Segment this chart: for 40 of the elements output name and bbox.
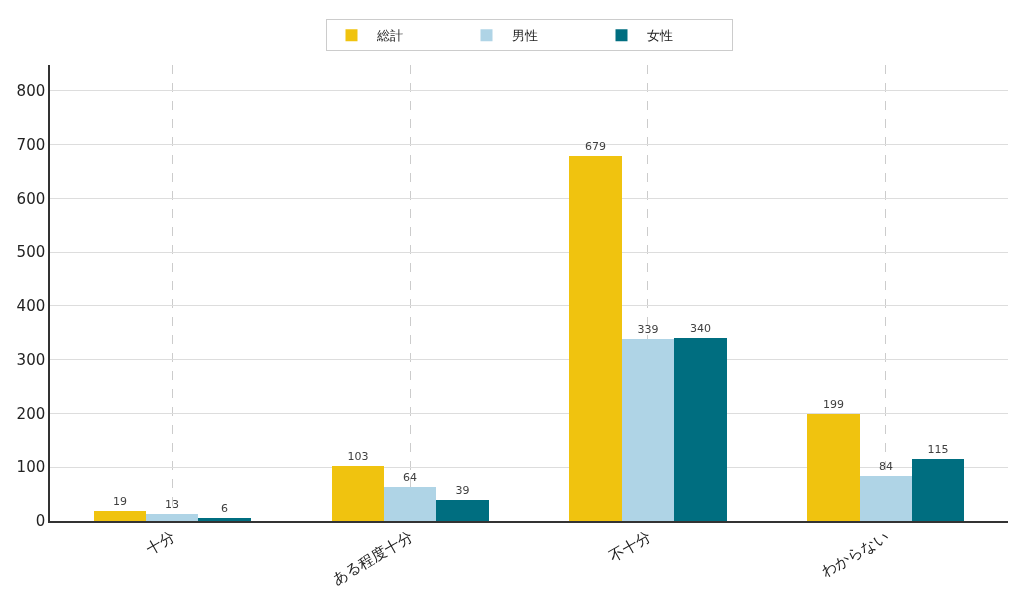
bar: [384, 487, 436, 521]
bar: [807, 414, 860, 521]
x-tick-label: 十分: [142, 527, 178, 559]
data-label: 340: [690, 322, 711, 335]
x-tick-label: 不十分: [605, 527, 654, 566]
data-label: 339: [637, 323, 659, 336]
data-label: 13: [165, 498, 179, 511]
x-tick-label: わからない: [817, 527, 892, 581]
y-tick-label: 0: [35, 512, 46, 531]
data-label: 6: [221, 502, 228, 515]
y-tick-label: 700: [16, 135, 46, 154]
y-tick-label: 100: [16, 458, 46, 477]
legend-label: 女性: [646, 28, 673, 44]
legend-label: 男性: [511, 28, 538, 44]
bar: [332, 466, 384, 521]
legend-label: 総計: [375, 28, 403, 44]
y-tick-label: 300: [16, 350, 46, 369]
x-tick-label: ある程度十分: [328, 527, 416, 589]
data-label: 103: [347, 450, 369, 463]
y-tick-label: 500: [16, 243, 46, 262]
data-label: 199: [823, 398, 844, 411]
data-label: 64: [403, 471, 417, 484]
data-label: 84: [879, 460, 893, 473]
data-label: 19: [113, 495, 127, 508]
y-tick-label: 400: [16, 297, 46, 316]
bar: [569, 156, 622, 521]
data-label: 679: [585, 140, 606, 153]
bar: [912, 459, 964, 521]
data-label: 115: [927, 443, 949, 456]
bar: [674, 338, 727, 521]
data-label: 39: [455, 484, 470, 497]
y-tick-label: 600: [16, 189, 46, 208]
bar: [622, 339, 674, 521]
bar: [198, 518, 251, 521]
y-tick-label: 800: [16, 82, 46, 101]
bar: [94, 511, 146, 521]
bar: [860, 476, 912, 521]
bar: [146, 514, 198, 521]
y-tick-label: 200: [16, 404, 46, 423]
bar: [436, 500, 489, 521]
